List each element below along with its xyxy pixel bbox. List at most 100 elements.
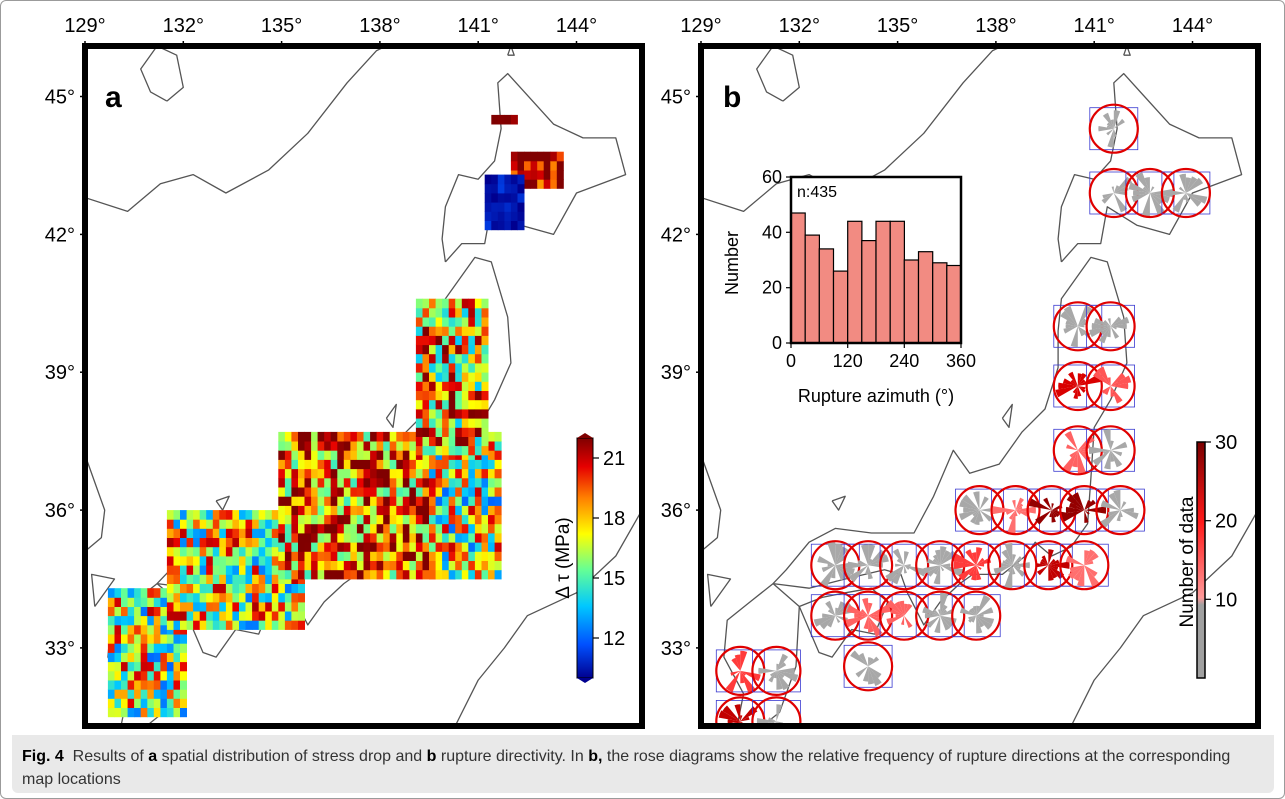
- stress-drop-cell: [491, 193, 499, 203]
- stress-drop-cell: [239, 592, 246, 603]
- stress-drop-cell: [166, 592, 174, 603]
- stress-drop-cell: [422, 560, 430, 571]
- stress-drop-cell: [245, 583, 253, 594]
- stress-drop-cell: [468, 409, 476, 419]
- rose-cell: [878, 590, 930, 641]
- stress-drop-cell: [402, 505, 410, 516]
- stress-drop-cell: [311, 487, 319, 497]
- stress-drop-cell: [468, 326, 476, 336]
- stress-drop-cell: [468, 477, 476, 488]
- rose-petal: [1107, 377, 1111, 386]
- stress-drop-cell: [510, 220, 518, 231]
- stress-drop-cell: [140, 680, 148, 690]
- rose-petal: [1110, 450, 1123, 457]
- stress-drop-cell: [383, 431, 391, 442]
- stress-drop-cell: [389, 468, 397, 479]
- stress-drop-cell: [225, 620, 233, 630]
- stress-drop-cell: [370, 514, 378, 525]
- stress-drop-cell: [481, 298, 489, 309]
- x-axis-tick-label: 132°: [163, 15, 204, 37]
- stress-drop-cell: [429, 418, 436, 428]
- rose-petal: [1049, 510, 1052, 518]
- stress-drop-cell: [186, 565, 194, 575]
- stress-drop-cell: [232, 611, 240, 621]
- stress-drop-cell: [481, 344, 489, 355]
- rose-petal: [1098, 126, 1114, 132]
- stress-drop-cell: [402, 487, 410, 497]
- rose-petal: [1103, 429, 1111, 451]
- stress-drop-cell: [481, 533, 489, 543]
- rose-petal: [1048, 561, 1070, 569]
- stress-drop-cell: [402, 477, 410, 488]
- stress-drop-cell: [232, 528, 240, 538]
- stress-drop-cell: [291, 583, 299, 594]
- stress-drop-cell: [474, 468, 482, 479]
- stress-drop-cell: [252, 546, 260, 557]
- stress-drop-cell: [232, 519, 240, 529]
- stress-drop-cell: [265, 611, 273, 621]
- rose-petal: [1103, 320, 1111, 327]
- stress-drop-cell: [497, 220, 505, 231]
- stress-drop-cell: [442, 569, 450, 580]
- stress-drop-cell: [494, 542, 502, 552]
- stress-drop-cell: [298, 601, 305, 612]
- stress-drop-cell: [180, 528, 187, 538]
- stress-drop-cell: [166, 661, 174, 672]
- stress-drop-cell: [455, 418, 463, 428]
- stress-drop-cell: [206, 510, 214, 520]
- stress-drop-cell: [291, 514, 299, 525]
- stress-drop-cells: [107, 114, 564, 718]
- stress-drop-cell: [488, 533, 495, 543]
- stress-drop-cell: [284, 523, 292, 534]
- stress-drop-cell: [356, 459, 364, 470]
- stress-drop-cell: [330, 505, 338, 516]
- stress-drop-cell: [225, 537, 233, 548]
- rose-petal: [1110, 119, 1114, 129]
- rose-petal: [868, 615, 874, 633]
- stress-drop-cell: [481, 409, 489, 419]
- caption-text-2: spatial distribution of stress drop and: [157, 748, 427, 765]
- rose-petal: [813, 615, 836, 627]
- rose-petal: [1012, 565, 1016, 575]
- rose-petal: [740, 670, 756, 694]
- stress-drop-cell: [488, 551, 495, 561]
- stress-drop-cell: [153, 606, 161, 617]
- stress-drop-cell: [271, 556, 279, 566]
- rose-petal: [827, 563, 836, 567]
- stress-drop-cell: [415, 505, 423, 516]
- stress-drop-cell: [409, 431, 417, 442]
- stress-drop-cell: [324, 533, 332, 543]
- rose-petal: [1051, 503, 1054, 511]
- rose-petal: [1110, 323, 1127, 330]
- rose-circle: [1059, 540, 1110, 591]
- stress-drop-cell: [291, 601, 299, 612]
- stress-drop-cell: [448, 307, 456, 318]
- stress-drop-cell: [370, 569, 378, 580]
- stress-drop-cell: [173, 510, 181, 520]
- rose-petal: [1120, 501, 1127, 511]
- rose-petal: [1012, 565, 1021, 570]
- stress-drop-cell: [173, 556, 181, 566]
- stress-drop-cell: [271, 601, 279, 612]
- stress-drop-cell: [376, 477, 384, 488]
- stress-drop-cell: [258, 510, 266, 520]
- stress-drop-cell: [239, 556, 246, 566]
- rose-petal: [992, 506, 1016, 515]
- stress-drop-cell: [291, 569, 299, 580]
- stress-drop-cell: [356, 477, 364, 488]
- rose-petal: [868, 657, 874, 667]
- stress-drop-cell: [402, 560, 410, 571]
- rose-petal: [1012, 556, 1023, 566]
- stress-drop-cell: [232, 556, 240, 566]
- stress-drop-cell: [537, 170, 545, 180]
- stress-drop-cell: [219, 611, 227, 621]
- rose-petal: [1065, 320, 1078, 327]
- stress-drop-cell: [356, 523, 364, 534]
- stress-drop-cell: [396, 523, 404, 534]
- rose-petal: [1012, 500, 1016, 511]
- stress-drop-cell: [324, 477, 332, 488]
- stress-drop-cell: [494, 505, 502, 516]
- stress-drop-cell: [330, 477, 338, 488]
- rose-petal: [940, 550, 951, 566]
